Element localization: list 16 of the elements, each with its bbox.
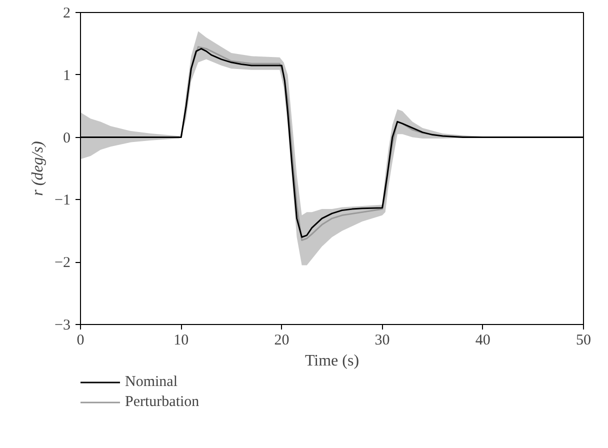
- x-tick-label: 10: [174, 332, 189, 348]
- x-tick-label: 30: [374, 332, 390, 348]
- y-tick-label: 0: [63, 130, 70, 146]
- y-tick-label: 2: [63, 6, 70, 22]
- x-axis-title: Time (s): [304, 352, 360, 370]
- y-tick-label: 1: [63, 68, 70, 84]
- x-tick-label: 50: [576, 332, 591, 348]
- y-tick-label: −2: [54, 255, 71, 272]
- x-tick-label: 40: [475, 332, 490, 348]
- y-axis-title: r (deg/s): [30, 141, 47, 196]
- x-tick-label: 0: [76, 332, 84, 348]
- y-tick-label: −1: [54, 192, 71, 209]
- legend-label: Nominal: [125, 374, 178, 390]
- x-tick-label: 20: [274, 332, 290, 348]
- y-tick-label: −3: [54, 318, 71, 334]
- legend-label: Perturbation: [125, 394, 200, 410]
